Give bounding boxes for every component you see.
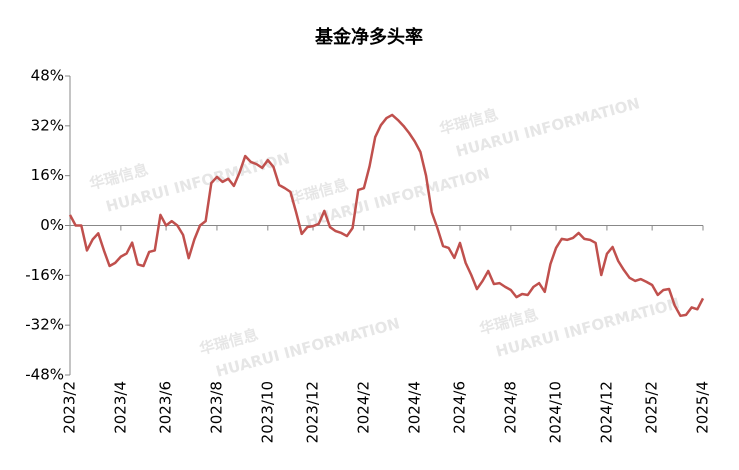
x-tick-label: 2023/10 [258, 381, 276, 443]
x-tick-label: 2024/6 [450, 381, 468, 434]
y-tick-label: 0% [40, 216, 64, 234]
chart-title: 基金净多头率 [314, 26, 423, 48]
x-tick-label: 2024/4 [405, 381, 423, 434]
y-tick-label: 48% [31, 67, 64, 85]
x-tick-label: 2024/8 [501, 381, 519, 434]
data-line [68, 113, 705, 318]
x-tick-label: 2024/12 [597, 381, 615, 443]
y-tick-label: 32% [31, 116, 64, 134]
x-tick-label: 2025/4 [694, 381, 712, 434]
x-tick-label: 2024/10 [547, 381, 565, 443]
y-tick-label: -32% [25, 316, 64, 334]
x-tick-label: 2023/6 [157, 381, 175, 434]
y-tick-label: 16% [31, 166, 64, 184]
y-tick-label: -16% [25, 266, 64, 284]
x-tick-label: 2023/8 [207, 381, 225, 434]
y-tick-label: -48% [25, 366, 64, 384]
x-tick-label: 2023/12 [304, 381, 322, 443]
x-tick-label: 2023/4 [111, 381, 129, 434]
x-tick-label: 2024/2 [354, 381, 372, 434]
x-tick-label: 2025/2 [643, 381, 661, 434]
x-tick-label: 2023/2 [61, 381, 79, 434]
